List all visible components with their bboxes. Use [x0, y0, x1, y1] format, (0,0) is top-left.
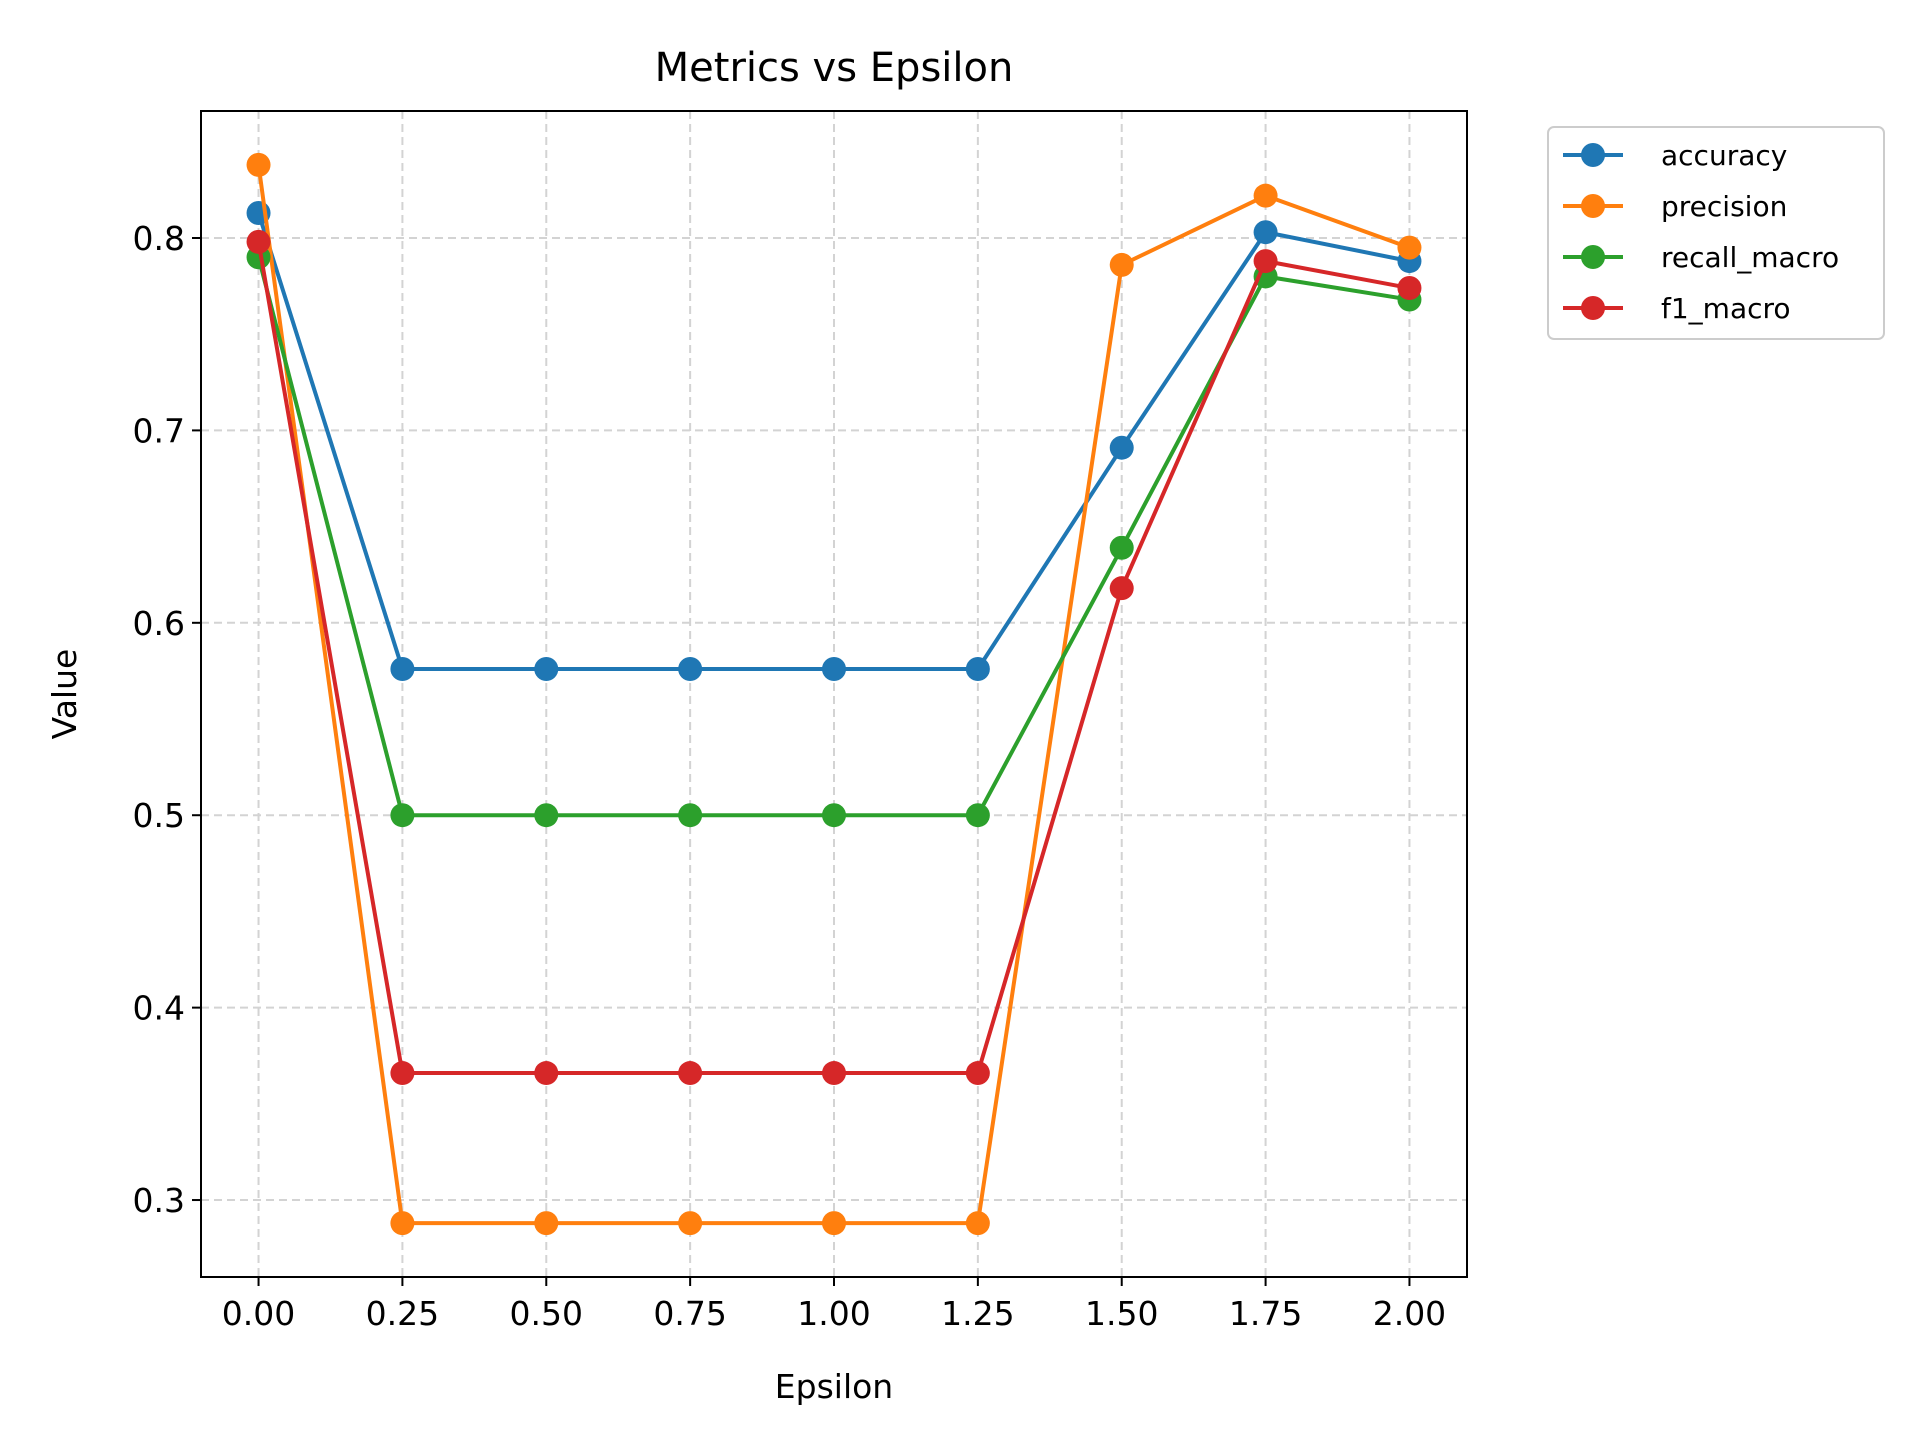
data-point-accuracy: [965, 656, 990, 681]
data-point-f1_macro: [1109, 576, 1134, 601]
y-tick-label: 0.7: [133, 411, 185, 450]
x-axis-label: Epsilon: [775, 1367, 893, 1406]
data-point-recall_macro: [965, 803, 990, 828]
data-point-f1_macro: [1253, 249, 1278, 274]
data-point-precision: [678, 1211, 703, 1236]
legend-label-accuracy: accuracy: [1661, 139, 1787, 172]
y-tick-label: 0.3: [133, 1181, 185, 1220]
data-point-accuracy: [822, 656, 846, 681]
data-point-precision: [246, 152, 271, 177]
series-f1_macro: [246, 229, 1422, 1086]
data-point-accuracy: [1253, 220, 1278, 245]
y-tick-label: 0.5: [133, 796, 185, 835]
legend-label-f1_macro: f1_macro: [1661, 292, 1791, 325]
legend-marker-recall_macro: [1581, 245, 1605, 269]
data-point-accuracy: [1109, 435, 1134, 460]
x-tick-label: 1.00: [797, 1294, 870, 1333]
data-point-f1_macro: [678, 1061, 703, 1086]
data-point-accuracy: [678, 656, 703, 681]
data-point-f1_macro: [965, 1061, 990, 1086]
data-point-recall_macro: [534, 803, 559, 828]
data-point-precision: [534, 1211, 559, 1236]
data-point-accuracy: [534, 656, 559, 681]
y-tick-label: 0.8: [133, 219, 185, 258]
x-tick-label: 0.50: [510, 1294, 583, 1333]
legend: accuracy precision recall_macro f1_macro: [1547, 126, 1885, 340]
series-precision: [246, 152, 1422, 1236]
legend-label-precision: precision: [1661, 190, 1787, 223]
data-point-recall_macro: [390, 803, 415, 828]
series-layer: [246, 152, 1422, 1236]
x-tick-label: 1.25: [941, 1294, 1014, 1333]
data-point-precision: [1109, 252, 1134, 277]
y-tick-label: 0.6: [133, 604, 185, 643]
x-tick-label: 2.00: [1373, 1294, 1446, 1333]
x-tick-label: 0.00: [222, 1294, 295, 1333]
y-tick-label: 0.4: [133, 989, 185, 1028]
data-point-f1_macro: [822, 1061, 846, 1086]
legend-marker-accuracy: [1581, 143, 1605, 167]
data-point-f1_macro: [534, 1061, 559, 1086]
y-axis-ticks: 0.3 0.4 0.5 0.6 0.7 0.8: [133, 219, 201, 1220]
x-tick-label: 1.50: [1085, 1294, 1158, 1333]
legend-box: [1547, 126, 1885, 340]
data-point-recall_macro: [678, 803, 703, 828]
data-point-precision: [822, 1211, 846, 1236]
legend-marker-f1_macro: [1581, 296, 1605, 320]
data-point-f1_macro: [1397, 276, 1422, 301]
x-tick-label: 1.75: [1229, 1294, 1302, 1333]
data-point-f1_macro: [246, 229, 271, 254]
data-point-accuracy: [390, 656, 415, 681]
legend-marker-precision: [1581, 194, 1605, 218]
data-point-recall_macro: [822, 803, 846, 828]
data-point-precision: [1397, 235, 1422, 260]
data-point-recall_macro: [1109, 535, 1134, 560]
data-point-f1_macro: [390, 1061, 415, 1086]
chart-title: Metrics vs Epsilon: [655, 45, 1014, 91]
x-tick-label: 0.75: [653, 1294, 726, 1333]
data-point-precision: [1253, 183, 1278, 208]
x-axis-ticks: 0.00 0.25 0.50 0.75 1.00 1.25 1.50 1.75 2.00: [222, 1277, 1446, 1333]
y-axis-label: Value: [45, 649, 84, 740]
data-point-precision: [390, 1211, 415, 1236]
data-point-precision: [965, 1211, 990, 1236]
legend-label-recall_macro: recall_macro: [1661, 241, 1839, 274]
x-tick-label: 0.25: [366, 1294, 439, 1333]
